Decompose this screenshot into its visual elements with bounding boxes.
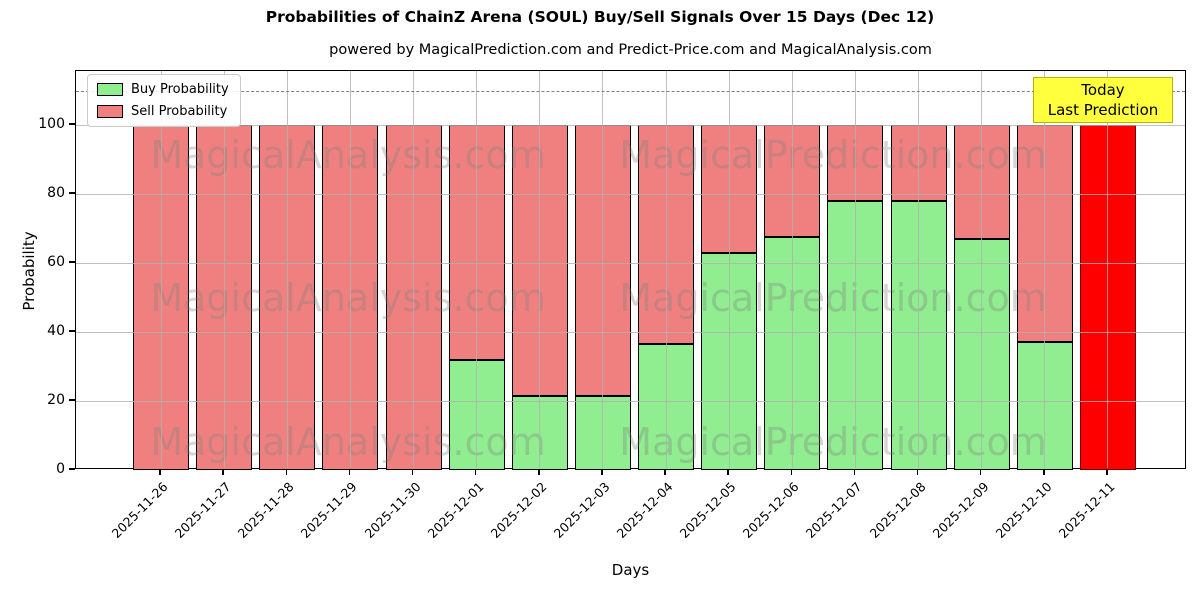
y-tickmark bbox=[69, 261, 75, 263]
gridline-horizontal bbox=[76, 124, 1185, 126]
x-tickmark bbox=[474, 469, 477, 475]
watermark-analysis: MagicalAnalysis.com bbox=[150, 276, 546, 320]
y-tick-label: 0 bbox=[56, 461, 65, 477]
y-tick-label: 20 bbox=[47, 392, 65, 408]
x-tickmark bbox=[853, 469, 856, 475]
chart-title: Probabilities of ChainZ Arena (SOUL) Buy… bbox=[265, 8, 935, 26]
x-tickmark bbox=[790, 469, 793, 475]
x-tickmark bbox=[285, 469, 287, 475]
gridline-vertical bbox=[981, 71, 983, 468]
gridline-vertical bbox=[160, 71, 162, 468]
x-tickmark bbox=[1106, 469, 1108, 475]
watermark-analysis: MagicalAnalysis.com bbox=[150, 133, 546, 177]
x-tickmark bbox=[222, 469, 224, 475]
x-tickmark bbox=[411, 469, 414, 475]
gridline-vertical bbox=[665, 71, 667, 468]
watermark-prediction: MagicalPrediction.com bbox=[619, 133, 1047, 177]
y-tickmark bbox=[69, 330, 75, 332]
y-tickmark bbox=[69, 192, 75, 194]
gridline-vertical bbox=[602, 71, 604, 468]
legend-buy-label: Buy Probability bbox=[131, 82, 229, 97]
gridline-vertical bbox=[476, 71, 478, 468]
gridline-vertical bbox=[1044, 71, 1046, 468]
x-tickmark bbox=[538, 469, 540, 475]
gridline-vertical bbox=[539, 71, 541, 468]
legend: Buy Probability Sell Probability bbox=[87, 74, 241, 127]
legend-sell-label: Sell Probability bbox=[131, 104, 228, 119]
legend-item-buy: Buy Probability bbox=[97, 82, 229, 97]
sell-swatch bbox=[97, 105, 123, 118]
x-tickmark bbox=[1043, 469, 1045, 475]
y-tick-label: 100 bbox=[38, 116, 65, 132]
gridline-horizontal bbox=[76, 193, 1185, 195]
y-tick-label: 40 bbox=[47, 323, 65, 339]
gridline-horizontal bbox=[76, 331, 1185, 333]
x-tickmark bbox=[348, 469, 351, 475]
gridline-vertical bbox=[223, 71, 225, 468]
x-tickmark bbox=[601, 469, 603, 475]
watermark-analysis: MagicalAnalysis.com bbox=[150, 420, 546, 464]
gridline-vertical bbox=[918, 71, 920, 468]
gridline-vertical bbox=[286, 71, 288, 468]
today-annotation: Today Last Prediction bbox=[1033, 77, 1173, 123]
gridline-horizontal bbox=[76, 400, 1185, 402]
gridline-horizontal bbox=[76, 262, 1185, 264]
gridline-vertical bbox=[349, 71, 351, 468]
x-tickmark bbox=[916, 469, 919, 475]
gridline-vertical bbox=[413, 71, 415, 468]
today-annotation-line1: Today bbox=[1081, 81, 1125, 99]
y-tickmark bbox=[69, 399, 75, 401]
y-tickmark bbox=[69, 123, 75, 125]
watermark-prediction: MagicalPrediction.com bbox=[619, 276, 1047, 320]
x-tickmark bbox=[727, 469, 729, 475]
x-tickmark bbox=[979, 469, 982, 475]
y-tick-label: 80 bbox=[47, 185, 65, 201]
x-tickmark bbox=[664, 469, 666, 475]
x-axis-label: Days bbox=[611, 561, 650, 579]
watermark-prediction: MagicalPrediction.com bbox=[619, 420, 1047, 464]
plot-area: MagicalAnalysis.com MagicalPrediction.com… bbox=[75, 70, 1186, 470]
y-tickmark bbox=[69, 468, 75, 470]
gridline-vertical bbox=[728, 71, 730, 468]
threshold-dashed-line bbox=[76, 90, 1185, 92]
today-annotation-line2: Last Prediction bbox=[1047, 101, 1159, 119]
gridline-vertical bbox=[791, 71, 793, 468]
chart-subtitle: powered by MagicalPrediction.com and Pre… bbox=[329, 42, 932, 58]
gridline-vertical bbox=[854, 71, 856, 468]
legend-item-sell: Sell Probability bbox=[97, 104, 229, 119]
gridline-vertical bbox=[1107, 71, 1109, 468]
x-tickmark bbox=[159, 469, 161, 475]
y-tick-label: 60 bbox=[47, 254, 65, 270]
buy-swatch bbox=[97, 83, 123, 96]
